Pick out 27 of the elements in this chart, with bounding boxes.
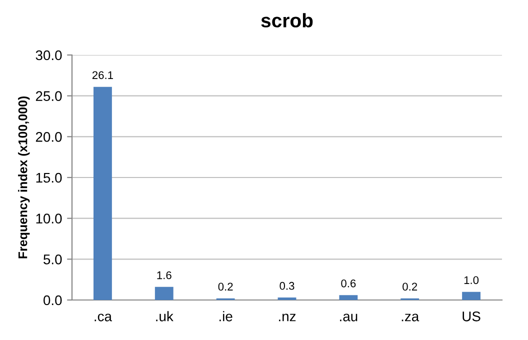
bar — [154, 286, 174, 300]
bar — [462, 292, 480, 300]
y-tick-label: 30.0 — [36, 50, 62, 60]
x-tick-label: .za — [402, 314, 420, 322]
chart-title: scrob — [261, 13, 313, 28]
data-label: 0.6 — [341, 279, 356, 288]
x-tick-label: .au — [340, 314, 358, 322]
y-tick-label: 15.0 — [36, 172, 62, 183]
x-tick-label: .nz — [279, 314, 296, 322]
y-tick-label: 0.0 — [44, 295, 62, 306]
y-tick-label: 25.0 — [36, 91, 62, 102]
x-tick-label: .ie — [220, 311, 232, 322]
data-label: 1.6 — [157, 271, 172, 280]
y-tick-label: 10.0 — [36, 214, 62, 224]
data-label: 26.1 — [92, 71, 113, 80]
data-label: 0.2 — [218, 282, 233, 291]
x-tick-label: US — [462, 311, 480, 322]
y-axis-title: Frequency index (x100,000) — [18, 96, 30, 258]
bar — [94, 86, 112, 300]
y-tick-label: 20.0 — [36, 132, 62, 142]
data-label: 0.3 — [280, 282, 294, 290]
data-label: 0.2 — [402, 282, 418, 291]
x-tick-label: .ca — [94, 314, 112, 322]
bar — [339, 295, 358, 300]
y-tick-label: 5.0 — [44, 254, 62, 264]
x-tick-label: .uk — [156, 311, 174, 322]
data-label: 1.0 — [464, 276, 479, 284]
